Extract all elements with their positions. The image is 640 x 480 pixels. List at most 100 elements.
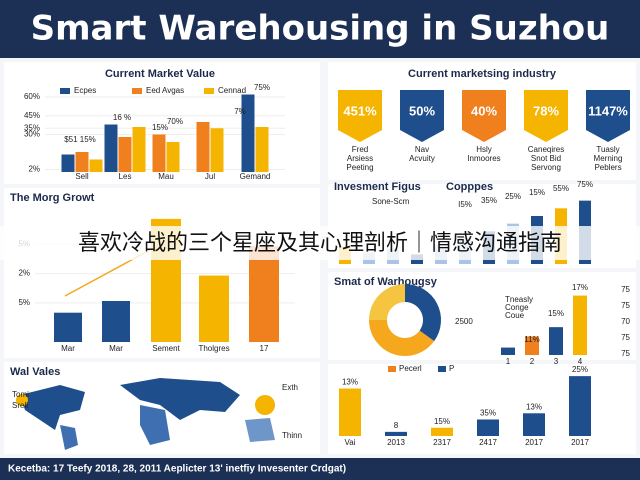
- bar-label: 11%: [524, 335, 539, 344]
- panel-title: The Morg Growt: [10, 192, 95, 204]
- bar: [549, 327, 563, 355]
- x-tick-label: 2017: [525, 438, 543, 447]
- badge-caption: Tuasly: [596, 145, 619, 154]
- continent: [20, 385, 85, 430]
- badge-shape: [338, 90, 382, 142]
- y-tick-label: 60%: [24, 92, 40, 101]
- legend-label: Eed Avgas: [146, 86, 184, 95]
- world-map: [16, 378, 275, 450]
- note: Sone-Scm: [372, 197, 410, 206]
- x-tick-label: 3: [554, 357, 559, 366]
- marker: [255, 395, 275, 415]
- bar-label: 25%: [505, 192, 521, 201]
- badge-caption: Peblers: [594, 163, 621, 172]
- bar-label: 13%: [342, 378, 358, 387]
- y-tick-label: 45%: [24, 111, 40, 120]
- badge-value: 451%: [343, 103, 377, 118]
- panel-title: Wal Vales: [10, 366, 60, 378]
- legend-swatch: [60, 88, 70, 94]
- y-tick-label: 2%: [18, 269, 30, 278]
- annotation: 16 %: [113, 113, 131, 122]
- badge-value: 50%: [409, 103, 435, 118]
- y-tick-label: 5%: [18, 298, 30, 307]
- continent: [120, 378, 240, 420]
- x-tick-label: 2317: [433, 438, 451, 447]
- legend-swatch: [204, 88, 214, 94]
- legend-label: Pecerl: [399, 364, 422, 373]
- y-tick-label: 75: [621, 301, 630, 310]
- badge-caption: Peeting: [346, 163, 373, 172]
- bar: [501, 347, 515, 355]
- bar: [118, 137, 132, 172]
- marker: [16, 394, 28, 406]
- badge-shape: [524, 90, 568, 142]
- badge-value: 78%: [533, 103, 559, 118]
- bar: [385, 431, 407, 436]
- footer: Kecetba: 17 Teefy 2018, 28, 2011 Aeplict…: [8, 464, 346, 475]
- y-tick-label: 2%: [28, 165, 40, 174]
- header-title: Smart Warehousing in Suzhou: [31, 9, 610, 49]
- x-tick-label: 2017: [571, 438, 589, 447]
- x-tick-label: Mar: [61, 344, 75, 353]
- bar-label: 15%: [529, 188, 545, 197]
- bar: [573, 295, 587, 355]
- bar-label: 75%: [577, 180, 593, 189]
- panel-title: Invesment Figus: [334, 181, 421, 193]
- bar: [102, 300, 130, 342]
- badge-caption: Caneqires: [528, 145, 564, 154]
- badge-value: 1147%: [588, 103, 628, 118]
- bar: [431, 427, 453, 436]
- bar: [199, 275, 229, 342]
- legend-label: Cennad: [218, 86, 246, 95]
- bar-label: 55%: [553, 184, 569, 193]
- bar: [104, 124, 118, 172]
- bar: [523, 413, 545, 436]
- legend-swatch: [132, 88, 142, 94]
- bar-label: 25%: [572, 365, 588, 374]
- y-tick-label: 70: [621, 317, 630, 326]
- y-tick-label: 75: [621, 349, 630, 358]
- x-tick-label: 2417: [479, 438, 497, 447]
- donut-segment: [369, 320, 435, 356]
- badge-caption: Nav: [415, 145, 429, 154]
- map-label: Thinn: [282, 431, 302, 440]
- panel-title: Current Market Value: [105, 68, 215, 80]
- badge-shape: [586, 90, 630, 142]
- continent: [60, 425, 78, 450]
- bar: [525, 336, 539, 355]
- center-label: 2500: [455, 317, 473, 326]
- y-tick-label: 75: [621, 285, 630, 294]
- x-tick-label: Mar: [109, 344, 123, 353]
- overlay-band: [0, 226, 640, 260]
- panel-title: Current marketsing industry: [408, 68, 557, 80]
- bar-label: I5%: [458, 200, 472, 209]
- bar-label: 15%: [434, 417, 450, 426]
- badge-caption: Hsly: [476, 145, 492, 154]
- bar: [339, 388, 361, 436]
- y-tick-label: 35%: [24, 123, 40, 132]
- annotation: 75%: [254, 83, 270, 92]
- overlay-caption: 喜欢冷战的三个星座及其心理剖析｜情感沟通指南: [78, 231, 562, 256]
- x-tick-label: Mau: [158, 172, 174, 181]
- badge-shape: [462, 90, 506, 142]
- annotation: 15%: [152, 123, 168, 132]
- y-tick-label: 30%: [24, 130, 40, 139]
- header-band: [0, 0, 640, 58]
- footer-band: [0, 458, 640, 480]
- bar: [61, 154, 75, 172]
- bar-label: 15%: [548, 309, 564, 318]
- bar: [132, 127, 146, 172]
- badge-caption: Snot Bid: [531, 154, 561, 163]
- x-tick-label: Gemand: [240, 172, 271, 181]
- x-tick-label: Les: [119, 172, 132, 181]
- badge-caption: Merning: [594, 154, 623, 163]
- bar: [241, 94, 255, 172]
- x-tick-label: Sement: [152, 344, 180, 353]
- continent: [245, 418, 275, 442]
- panel-subtitle: Copppes: [446, 181, 493, 193]
- badge-value: 40%: [471, 103, 497, 118]
- map-label: Tomi: [12, 390, 29, 399]
- bar: [477, 419, 499, 436]
- legend-label: P: [449, 364, 454, 373]
- y-tick-label: 75: [621, 333, 630, 342]
